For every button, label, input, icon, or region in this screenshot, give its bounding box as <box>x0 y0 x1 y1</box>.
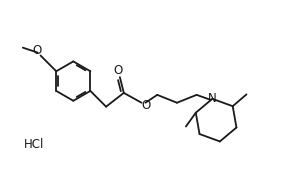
Text: N: N <box>208 92 217 105</box>
Text: O: O <box>32 44 41 57</box>
Text: O: O <box>142 99 151 112</box>
Text: HCl: HCl <box>24 138 45 151</box>
Text: O: O <box>113 64 122 77</box>
